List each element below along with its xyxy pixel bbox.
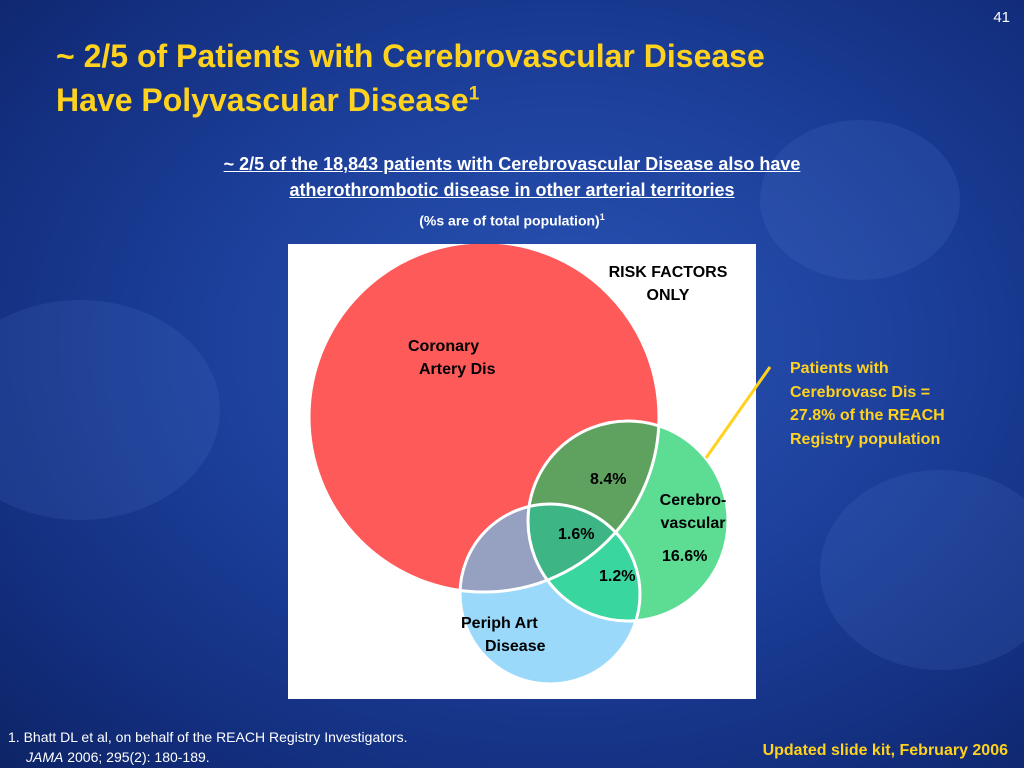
coronary-label: Coronary Artery Dis [408,335,495,381]
subtitle: ~ 2/5 of the 18,843 patients with Cerebr… [100,151,924,203]
title-line-1: ~ 2/5 of Patients with Cerebrovascular D… [56,38,765,74]
cerebrovascular-label: Cerebro- vascular [650,489,736,535]
subtitle-line-1: ~ 2/5 of the 18,843 patients with Cerebr… [223,154,801,174]
callout-line-2: Cerebrovasc Dis = [790,383,931,401]
slide-number: 41 [993,9,1010,26]
periph-line-1: Periph Art [461,615,538,632]
callout-line-3: 27.8% of the REACH [790,407,945,424]
reference-journal: JAMA [26,749,64,765]
reference-footnote: 1. Bhatt DL et al, on behalf of the REAC… [8,727,407,767]
reference-citation: 2006; 295(2): 180-189. [63,749,210,765]
overlap-cerebro-periph-value: 1.2% [599,568,636,585]
coronary-line-2: Artery Dis [419,361,496,378]
cerebrovascular-circle-outline [526,419,730,623]
callout-line-1: Patients with [790,360,889,377]
callout-line-4: Registry population [790,430,941,448]
venn-diagram: RISK FACTORS ONLY Coronary Artery Dis 8.… [288,244,756,699]
callout-line [704,366,772,459]
periph-line-2: Disease [485,638,546,655]
overlap-all-value: 1.6% [558,526,595,543]
population-note: (%s are of total population)1 [100,212,924,229]
venn-diagram-graphic [307,244,730,686]
periph-label: Periph Art Disease [461,612,546,658]
title-superscript: 1 [468,83,480,105]
title-line-2: Have Polyvascular Disease [56,82,469,118]
cerebrovascular-callout: Patients with Cerebrovasc Dis = 27.8% of… [790,357,1005,451]
risk-factors-line-2: ONLY [646,287,690,304]
footer-note: Updated slide kit, February 2006 [762,742,1008,759]
population-note-text: (%s are of total population) [419,212,600,229]
periph-circle-outline [458,502,642,686]
coronary-circle-outline [307,244,661,594]
reference-line-1: 1. Bhatt DL et al, on behalf of the REAC… [8,729,408,745]
cerebrovascular-line-2: vascular [660,515,726,532]
cerebrovascular-line-1: Cerebro- [659,492,727,509]
overlap-coronary-cerebro-value: 8.4% [590,471,627,488]
subtitle-line-2: atherothrombotic disease in other arteri… [289,180,735,200]
slide-title: ~ 2/5 of Patients with Cerebrovascular D… [56,34,996,122]
risk-factors-line-1: RISK FACTORS [608,264,728,281]
risk-factors-label: RISK FACTORS ONLY [583,261,753,307]
population-note-superscript: 1 [599,212,605,222]
coronary-line-1: Coronary [408,338,480,355]
overlap-all-region [528,504,640,592]
cerebrovascular-value: 16.6% [662,548,708,565]
